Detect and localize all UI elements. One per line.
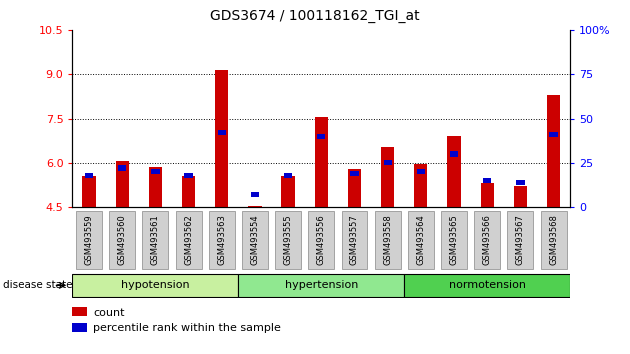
Text: GSM493560: GSM493560 — [118, 215, 127, 265]
FancyBboxPatch shape — [474, 211, 500, 269]
Text: GDS3674 / 100118162_TGI_at: GDS3674 / 100118162_TGI_at — [210, 9, 420, 23]
FancyBboxPatch shape — [238, 274, 404, 297]
Bar — [217, 130, 226, 136]
Bar — [348, 169, 361, 207]
Text: GSM493556: GSM493556 — [317, 215, 326, 265]
Text: GSM493563: GSM493563 — [217, 215, 226, 265]
Text: GSM493555: GSM493555 — [284, 215, 292, 265]
FancyBboxPatch shape — [242, 211, 268, 269]
Text: normotension: normotension — [449, 280, 525, 290]
FancyBboxPatch shape — [209, 211, 235, 269]
Bar — [185, 173, 193, 178]
FancyBboxPatch shape — [507, 211, 534, 269]
Bar — [516, 180, 525, 185]
Bar — [381, 147, 394, 207]
Bar — [118, 166, 127, 171]
Bar — [414, 164, 428, 207]
Bar — [513, 187, 527, 207]
FancyBboxPatch shape — [109, 211, 135, 269]
Bar — [284, 173, 292, 178]
FancyBboxPatch shape — [142, 211, 168, 269]
Bar — [85, 173, 93, 178]
Text: GSM493564: GSM493564 — [416, 215, 425, 265]
Text: hypertension: hypertension — [285, 280, 358, 290]
Text: count: count — [93, 308, 125, 318]
Text: disease state: disease state — [3, 280, 72, 290]
Text: GSM493566: GSM493566 — [483, 215, 491, 265]
Bar — [248, 206, 261, 207]
FancyBboxPatch shape — [375, 211, 401, 269]
Text: GSM493561: GSM493561 — [151, 215, 160, 265]
Bar — [384, 160, 392, 166]
FancyBboxPatch shape — [441, 211, 467, 269]
Bar — [350, 171, 358, 176]
Bar — [182, 176, 195, 207]
Bar — [317, 133, 326, 139]
Text: GSM493554: GSM493554 — [251, 215, 260, 265]
Bar — [314, 117, 328, 207]
FancyBboxPatch shape — [404, 274, 570, 297]
FancyBboxPatch shape — [76, 211, 102, 269]
Bar — [447, 136, 461, 207]
Bar — [251, 192, 259, 198]
FancyBboxPatch shape — [408, 211, 434, 269]
FancyBboxPatch shape — [72, 274, 238, 297]
Bar — [83, 176, 96, 207]
Text: GSM493562: GSM493562 — [184, 215, 193, 265]
Text: GSM493565: GSM493565 — [450, 215, 459, 265]
Bar — [149, 167, 162, 207]
Bar — [151, 169, 159, 175]
Bar — [450, 152, 458, 156]
Text: GSM493567: GSM493567 — [516, 215, 525, 265]
Bar — [483, 178, 491, 183]
Bar — [72, 307, 87, 316]
Bar — [282, 176, 295, 207]
FancyBboxPatch shape — [341, 211, 367, 269]
Text: GSM493559: GSM493559 — [84, 215, 93, 265]
Bar — [416, 169, 425, 175]
Bar — [481, 183, 494, 207]
Text: GSM493558: GSM493558 — [383, 215, 392, 265]
FancyBboxPatch shape — [308, 211, 335, 269]
Text: GSM493557: GSM493557 — [350, 215, 359, 265]
Text: hypotension: hypotension — [121, 280, 190, 290]
Bar — [215, 70, 229, 207]
FancyBboxPatch shape — [541, 211, 566, 269]
FancyBboxPatch shape — [176, 211, 202, 269]
Text: percentile rank within the sample: percentile rank within the sample — [93, 323, 281, 333]
Bar — [72, 323, 87, 332]
Bar — [115, 161, 129, 207]
Text: GSM493568: GSM493568 — [549, 215, 558, 265]
FancyBboxPatch shape — [275, 211, 301, 269]
Bar — [547, 95, 560, 207]
Bar — [549, 132, 558, 137]
